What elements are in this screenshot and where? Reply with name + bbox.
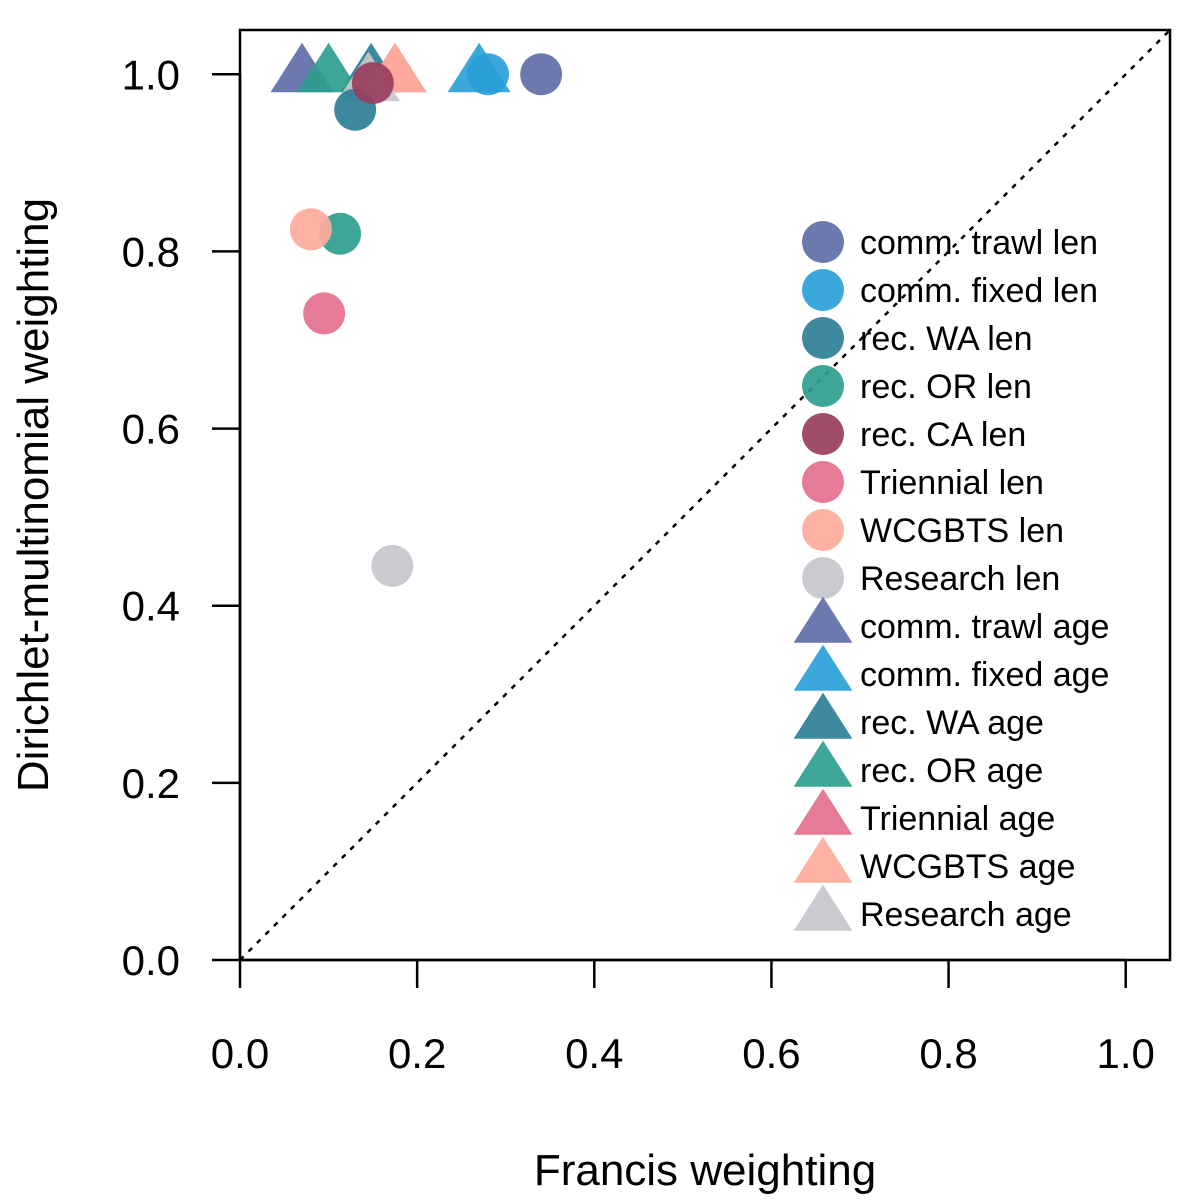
y-tick-label: 0.8 bbox=[122, 228, 180, 275]
legend-symbol bbox=[802, 221, 844, 263]
y-tick-label: 0.6 bbox=[122, 406, 180, 453]
data-point bbox=[351, 62, 394, 105]
legend-label: Research len bbox=[860, 560, 1060, 598]
legend-symbol bbox=[793, 692, 853, 739]
legend: comm. trawl len comm. fixed len rec. WA le… bbox=[793, 221, 1109, 934]
legend-label: comm. trawl age bbox=[860, 608, 1109, 646]
y-tick-label: 0.4 bbox=[122, 583, 180, 630]
legend-label: rec. WA age bbox=[860, 704, 1044, 742]
legend-symbol bbox=[802, 269, 844, 311]
y-axis-label: Dirichlet-multinomial weighting bbox=[9, 198, 58, 792]
data-points bbox=[270, 42, 563, 587]
data-point bbox=[289, 208, 332, 251]
legend-label: Research age bbox=[860, 896, 1072, 934]
x-tick-label: 0.4 bbox=[565, 1030, 623, 1077]
legend-symbol bbox=[802, 317, 844, 359]
x-axis-label: Francis weighting bbox=[534, 1146, 876, 1195]
legend-symbol bbox=[793, 884, 853, 931]
data-point bbox=[520, 53, 563, 96]
legend-symbol bbox=[802, 461, 844, 503]
x-tick-label: 0.8 bbox=[919, 1030, 977, 1077]
legend-symbol bbox=[793, 788, 853, 835]
legend-label: comm. fixed len bbox=[860, 272, 1098, 310]
data-point bbox=[371, 544, 414, 587]
legend-symbol bbox=[793, 740, 853, 787]
data-point bbox=[303, 292, 346, 335]
legend-symbol bbox=[793, 596, 853, 643]
reference-line bbox=[239, 29, 1171, 961]
legend-label: comm. fixed age bbox=[860, 656, 1109, 694]
x-axis: 0.0 0.2 0.4 0.6 0.8 1.0 bbox=[211, 958, 1155, 1077]
legend-symbol bbox=[793, 836, 853, 883]
y-tick-label: 0.2 bbox=[122, 760, 180, 807]
legend-symbol bbox=[802, 557, 844, 599]
legend-label: rec. OR len bbox=[860, 368, 1032, 406]
legend-symbol bbox=[802, 365, 844, 407]
legend-label: rec. OR age bbox=[860, 752, 1043, 790]
x-tick-label: 1.0 bbox=[1097, 1030, 1155, 1077]
legend-label: rec. CA len bbox=[860, 416, 1026, 454]
legend-symbol bbox=[802, 413, 844, 455]
legend-label: comm. trawl len bbox=[860, 224, 1098, 262]
x-tick-label: 0.0 bbox=[211, 1030, 269, 1077]
legend-symbol bbox=[802, 509, 844, 551]
legend-label: Triennial age bbox=[860, 800, 1055, 838]
y-tick-label: 1.0 bbox=[122, 51, 180, 98]
x-tick-label: 0.2 bbox=[388, 1030, 446, 1077]
legend-label: WCGBTS len bbox=[860, 512, 1064, 550]
y-tick-label: 0.0 bbox=[122, 937, 180, 984]
legend-symbol bbox=[793, 644, 853, 691]
data-point bbox=[467, 53, 509, 96]
legend-label: rec. WA len bbox=[860, 320, 1033, 358]
legend-label: Triennial len bbox=[860, 464, 1044, 502]
legend-label: WCGBTS age bbox=[860, 848, 1075, 886]
data-point bbox=[297, 42, 361, 93]
x-tick-label: 0.6 bbox=[742, 1030, 800, 1077]
y-axis: 0.0 0.2 0.4 0.6 0.8 1.0 bbox=[122, 51, 242, 984]
